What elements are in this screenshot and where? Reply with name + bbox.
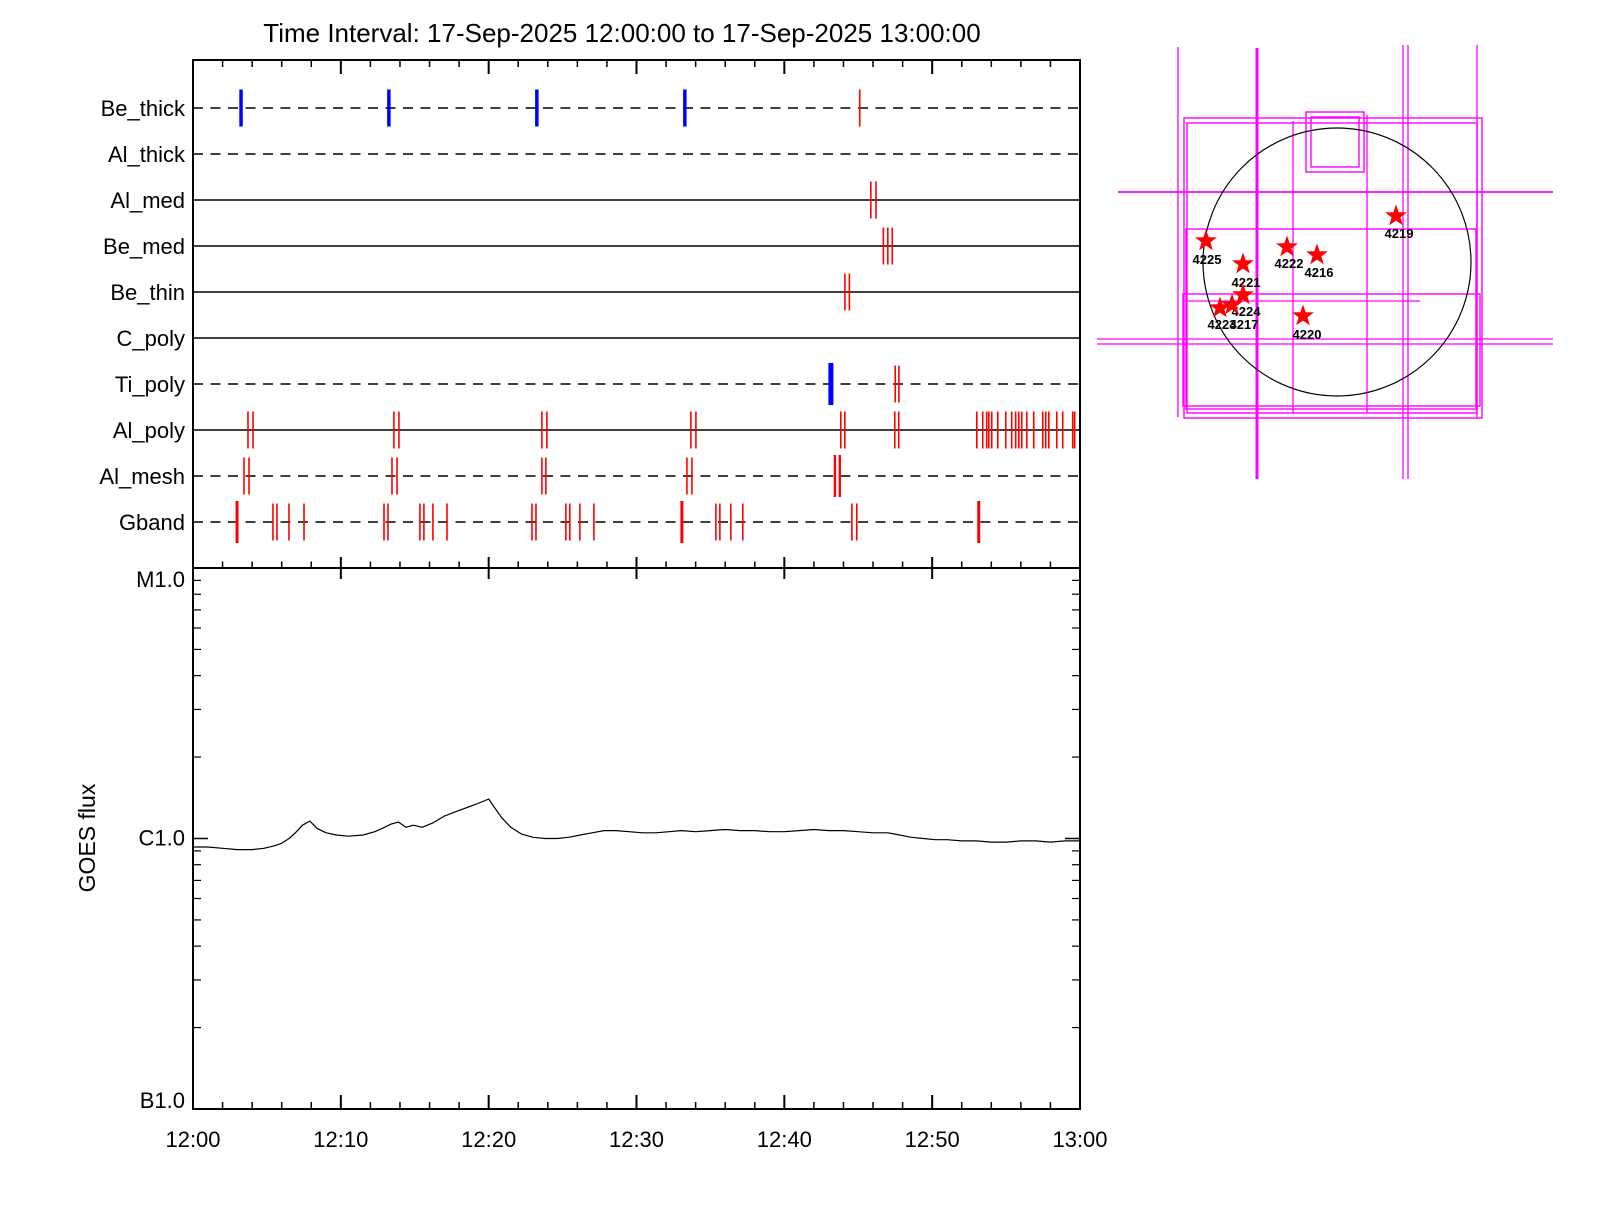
star-marker-4223 [1209, 296, 1231, 318]
star-marker-4222 [1276, 235, 1298, 257]
active-region-4217: 4217 [1221, 293, 1259, 332]
active-region-4222: 4222 [1275, 235, 1304, 271]
active-region-4225: 4225 [1193, 229, 1222, 267]
time-label-1240: 12:40 [757, 1127, 812, 1152]
solar-limb [1202, 127, 1472, 397]
fov-rect [1305, 111, 1365, 173]
channel-row-Be_thick: Be_thick [101, 89, 1080, 127]
active-region-4219: 4219 [1385, 204, 1414, 241]
filter-label-C_poly: C_poly [117, 326, 185, 351]
active-region-label-4225: 4225 [1193, 252, 1222, 267]
filter-label-Ti_poly: Ti_poly [115, 372, 185, 397]
star-marker-4221 [1232, 252, 1254, 274]
star-marker-4216 [1306, 243, 1328, 265]
active-region-4216: 4216 [1305, 243, 1334, 280]
channel-row-C_poly: C_poly [117, 326, 1080, 351]
star-marker-4224 [1232, 283, 1254, 305]
goes-axis-title: GOES flux [74, 783, 100, 892]
channel-row-Al_med: Al_med [110, 181, 1080, 219]
active-region-4221: 4221 [1232, 252, 1261, 290]
active-region-label-4223: 4223 [1208, 317, 1237, 332]
active-region-4223: 4223 [1208, 296, 1237, 332]
channel-row-Al_mesh: Al_mesh [99, 455, 1080, 497]
flux-label-M1.0: M1.0 [136, 567, 185, 592]
star-marker-4219 [1385, 204, 1407, 226]
channel-row-Ti_poly: Ti_poly [115, 363, 1080, 405]
fov-rect [1183, 117, 1483, 419]
active-region-label-4221: 4221 [1232, 275, 1261, 290]
filter-label-Be_thick: Be_thick [101, 96, 186, 121]
active-region-label-4219: 4219 [1385, 226, 1414, 241]
star-marker-4217 [1221, 293, 1243, 315]
active-region-label-4222: 4222 [1275, 256, 1304, 271]
goes-flux-panel: 12:00 12:10 12:20 12:30 12:40 12:50 13:00 M1.0 C… [74, 567, 1108, 1152]
filter-label-Be_med: Be_med [103, 234, 185, 259]
star-marker-4225 [1195, 229, 1217, 251]
channel-row-Al_thick: Al_thick [108, 142, 1080, 167]
fov-rect [1310, 116, 1360, 168]
time-label-1250: 12:50 [905, 1127, 960, 1152]
time-label-1300: 13:00 [1052, 1127, 1107, 1152]
flux-label-B1.0: B1.0 [140, 1088, 185, 1113]
filter-label-Be_thin: Be_thin [110, 280, 185, 305]
time-label-1220: 12:20 [461, 1127, 516, 1152]
plot-title: Time Interval: 17-Sep-2025 12:00:00 to 1… [263, 18, 980, 48]
active-region-label-4224: 4224 [1232, 304, 1262, 319]
channel-row-Gband: Gband [119, 501, 1080, 543]
flux-label-C1.0: C1.0 [139, 826, 185, 851]
time-label-1210: 12:10 [313, 1127, 368, 1152]
filter-label-Al_thick: Al_thick [108, 142, 186, 167]
filter-label-Al_med: Al_med [110, 188, 185, 213]
active-region-4224: 4224 [1232, 283, 1262, 319]
channel-row-Be_thin: Be_thin [110, 273, 1080, 311]
channel-row-Al_poly: Al_poly [113, 411, 1080, 449]
goes-frame [192, 567, 1081, 1110]
goes-flux-curve [193, 798, 1080, 851]
active-region-label-4220: 4220 [1293, 327, 1322, 342]
filter-label-Al_poly: Al_poly [113, 418, 185, 443]
channel-row-Be_med: Be_med [103, 227, 1080, 265]
active-region-label-4217: 4217 [1230, 317, 1259, 332]
time-label-1200: 12:00 [165, 1127, 220, 1152]
filter-label-Al_mesh: Al_mesh [99, 464, 185, 489]
timeline-panel: Be_thick Al_thick Al_med Be_med Be_thin C_pol… [99, 59, 1081, 579]
active-region-4220: 4220 [1292, 304, 1322, 342]
time-label-1230: 12:30 [609, 1127, 664, 1152]
active-region-label-4216: 4216 [1305, 265, 1334, 280]
fov-rect [1186, 122, 1478, 414]
fov-rect [1185, 228, 1477, 410]
fov-rect [1182, 293, 1481, 407]
timeline-frame [192, 59, 1081, 569]
star-marker-4220 [1292, 304, 1314, 326]
filter-label-Gband: Gband [119, 510, 185, 535]
